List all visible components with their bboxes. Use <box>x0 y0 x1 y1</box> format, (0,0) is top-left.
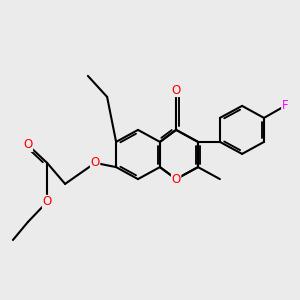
Text: O: O <box>23 138 32 152</box>
Text: O: O <box>43 195 52 208</box>
Text: F: F <box>282 99 288 112</box>
Text: O: O <box>172 172 181 186</box>
Text: O: O <box>172 83 181 97</box>
Text: O: O <box>91 156 100 170</box>
